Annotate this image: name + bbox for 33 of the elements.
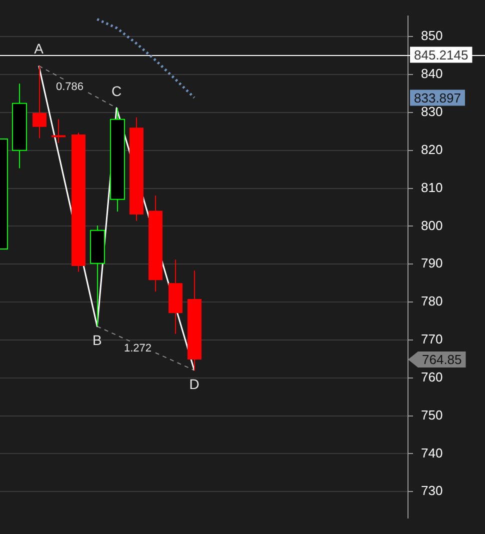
y-tick-label: 800 — [421, 218, 443, 233]
series-label: 1.272 — [124, 342, 152, 354]
candlestick — [168, 259, 182, 334]
line-series — [96, 18, 196, 99]
y-tick-label: 740 — [421, 445, 443, 460]
y-tick-label: 760 — [421, 369, 443, 384]
y-tick-label: 830 — [421, 104, 443, 120]
candlestick — [72, 132, 86, 272]
candlestick — [188, 270, 202, 371]
candlestick — [90, 224, 105, 327]
series-label: 0.786 — [56, 80, 84, 93]
candlestick — [130, 116, 144, 222]
candlestick — [52, 118, 66, 144]
y-tick-label: 770 — [421, 332, 443, 347]
y-tick-label: 790 — [421, 256, 443, 271]
y-tick-label: 780 — [421, 294, 443, 309]
ref-line-label: 845.2145 — [414, 47, 468, 62]
candlestick — [110, 107, 125, 212]
y-tick-label: 810 — [421, 180, 443, 195]
y-tick-label: 820 — [421, 142, 443, 157]
text: 764.85 — [422, 352, 462, 368]
annotation: C — [112, 82, 122, 99]
y-tick-label: 730 — [421, 483, 443, 498]
text: 833.897 — [414, 90, 461, 106]
candlestick — [12, 83, 27, 169]
y-tick-label: 750 — [421, 407, 443, 422]
y-tick-label: 850 — [421, 28, 443, 44]
candlestick — [32, 65, 46, 139]
annotation: D — [189, 376, 200, 392]
annotation: B — [92, 332, 102, 348]
annotation: A — [34, 40, 44, 57]
candlestick — [148, 195, 162, 292]
y-tick-label: 840 — [421, 66, 443, 82]
